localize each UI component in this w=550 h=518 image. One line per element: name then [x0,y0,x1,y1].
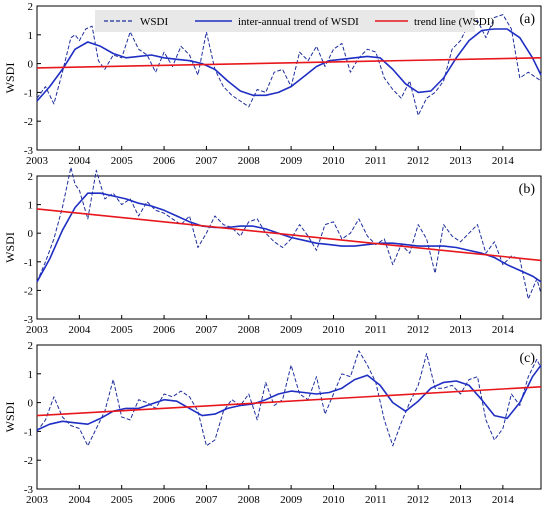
wsdi-series-line [36,350,542,447]
plot-frame [36,5,542,151]
legend-label: inter-annual trend of WSDI [238,16,359,28]
interannual-trend-line [36,28,542,102]
x-tick-label: 2013 [450,155,473,167]
trend-line [36,208,542,262]
x-tick-label: 2014 [492,155,515,167]
x-tick-label: 2009 [280,324,303,336]
panel-tag: (b) [519,182,536,197]
panel-2: -3 -2 -1 0 1 2 2003 2004 2005 2006 2007 2008 2009 201… [3,166,542,336]
x-tick-label: 2010 [322,155,345,167]
interannual-trend-line [36,364,542,431]
x-tick-label: 2004 [68,324,91,336]
plot-frame [36,344,542,490]
x-tick-label: 2012 [407,494,429,506]
x-tick-label: 2006 [153,494,176,506]
x-tick-label: 2009 [280,494,303,506]
y-tick-label: 0 [28,228,34,240]
y-tick-label: -1 [24,87,33,99]
y-tick-label: 0 [28,398,34,410]
legend-box [95,10,475,32]
y-axis-label: WSDI [3,402,17,433]
x-tick-label: 2006 [153,324,176,336]
x-tick-label: 2013 [450,324,473,336]
x-tick-label: 2003 [26,155,49,167]
x-tick-label: 2008 [238,155,261,167]
y-tick-label: -1 [24,257,33,269]
x-tick-label: 2007 [195,494,218,506]
x-tick-label: 2013 [450,494,473,506]
x-tick-label: 2014 [492,494,515,506]
y-tick-label: -2 [24,285,33,297]
x-tick-label: 2005 [111,494,134,506]
x-tick-label: 2007 [195,324,218,336]
x-tick-label: 2011 [365,324,387,336]
y-tick-label: -3 [24,484,34,496]
x-tick-label: 2010 [322,324,345,336]
y-axis-label: WSDI [3,232,17,263]
panel-tag: (c) [519,351,535,366]
x-tick-label: 2008 [238,324,261,336]
plot-frame [36,175,542,320]
y-axis-label: WSDI [3,63,17,94]
x-tick-label: 2012 [407,324,429,336]
y-tick-label: -2 [24,116,33,128]
y-tick-label: 2 [28,1,34,13]
x-tick-label: 2011 [365,494,387,506]
x-tick-label: 2010 [322,494,345,506]
legend-label: WSDI [140,16,168,28]
legend-label: trend line (WSDI) [414,16,494,28]
x-tick-label: 2009 [280,155,303,167]
y-tick-label: 2 [28,171,34,183]
y-tick-label: -2 [24,455,33,467]
trend-line [36,386,542,417]
x-tick-label: 2006 [153,155,176,167]
x-tick-label: 2005 [111,324,134,336]
x-tick-label: 2007 [195,155,218,167]
trend-line [36,57,542,69]
y-tick-label: -3 [24,314,34,326]
x-tick-label: 2012 [407,155,429,167]
y-tick-label: 0 [28,59,34,71]
panel-1: -3 -2 -1 0 1 2 2003 2004 2005 2006 2007 2008 2009 201… [3,1,542,167]
legend: WSDI inter-annual trend of WSDI trend line… [95,10,494,32]
x-tick-label: 2014 [492,324,515,336]
x-tick-label: 2008 [238,494,261,506]
panel-3: -3 -2 -1 0 1 2 2003 2004 2005 2006 2007 2008 2009 201… [3,340,542,506]
interannual-trend-line [36,192,542,283]
x-tick-label: 2011 [365,155,387,167]
y-tick-label: -3 [24,145,34,157]
x-tick-label: 2004 [68,494,91,506]
x-tick-label: 2004 [68,155,91,167]
y-tick-label: -1 [24,426,33,438]
x-tick-label: 2003 [26,324,49,336]
y-tick-label: 1 [28,30,34,42]
panel-tag: (a) [519,12,535,27]
y-tick-label: 1 [28,200,34,212]
x-tick-label: 2005 [111,155,134,167]
wsdi-series-line [36,166,542,300]
x-tick-label: 2003 [26,494,49,506]
y-tick-label: 1 [28,369,34,381]
y-tick-label: 2 [28,340,34,352]
